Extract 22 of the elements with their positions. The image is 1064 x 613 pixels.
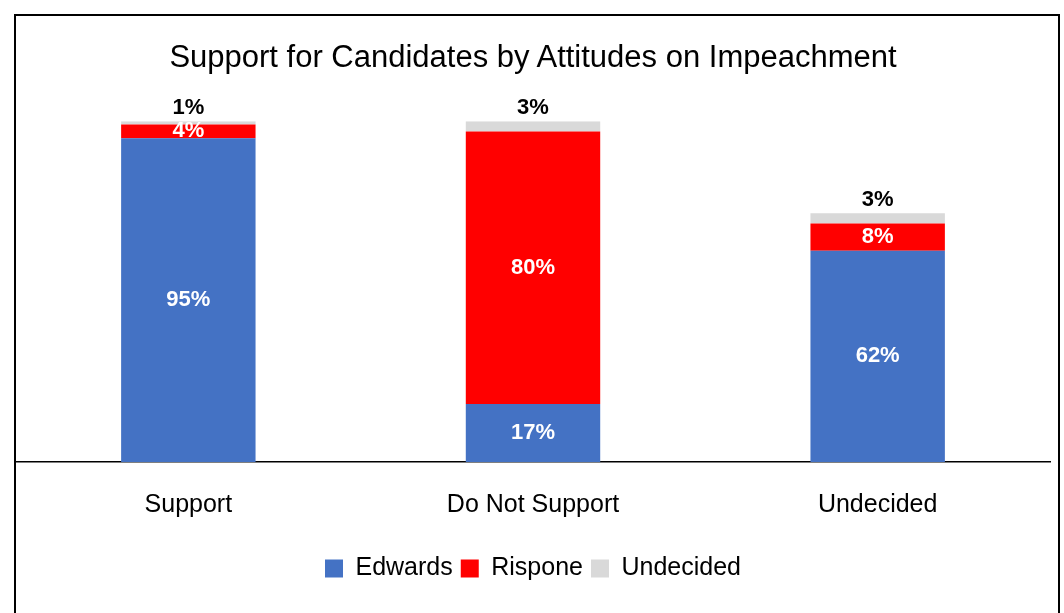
x-tick-label: Do Not Support [446,488,620,517]
data-label: 8% [861,223,894,249]
chart-title: Support for Candidates by Attitudes on Impeachment [169,39,897,75]
legend-label: Edwards [355,552,453,581]
x-tick-label: Undecided [817,488,938,517]
legend-label: Undecided [621,552,742,581]
bar [121,138,256,462]
data-label: 3% [517,94,549,120]
data-label: 3% [861,186,894,212]
bar [810,213,945,224]
bar [810,250,945,462]
bar [465,131,601,405]
data-label: 17% [510,419,556,445]
bar [810,223,945,251]
data-label: 4% [172,117,205,143]
data-label: 95% [166,286,211,312]
data-label: 1% [172,94,205,120]
data-label: 62% [855,342,900,368]
x-tick-label: Support [144,488,233,517]
legend-label: Rispone [491,552,583,581]
bar [465,404,601,462]
data-label: 80% [510,253,556,279]
